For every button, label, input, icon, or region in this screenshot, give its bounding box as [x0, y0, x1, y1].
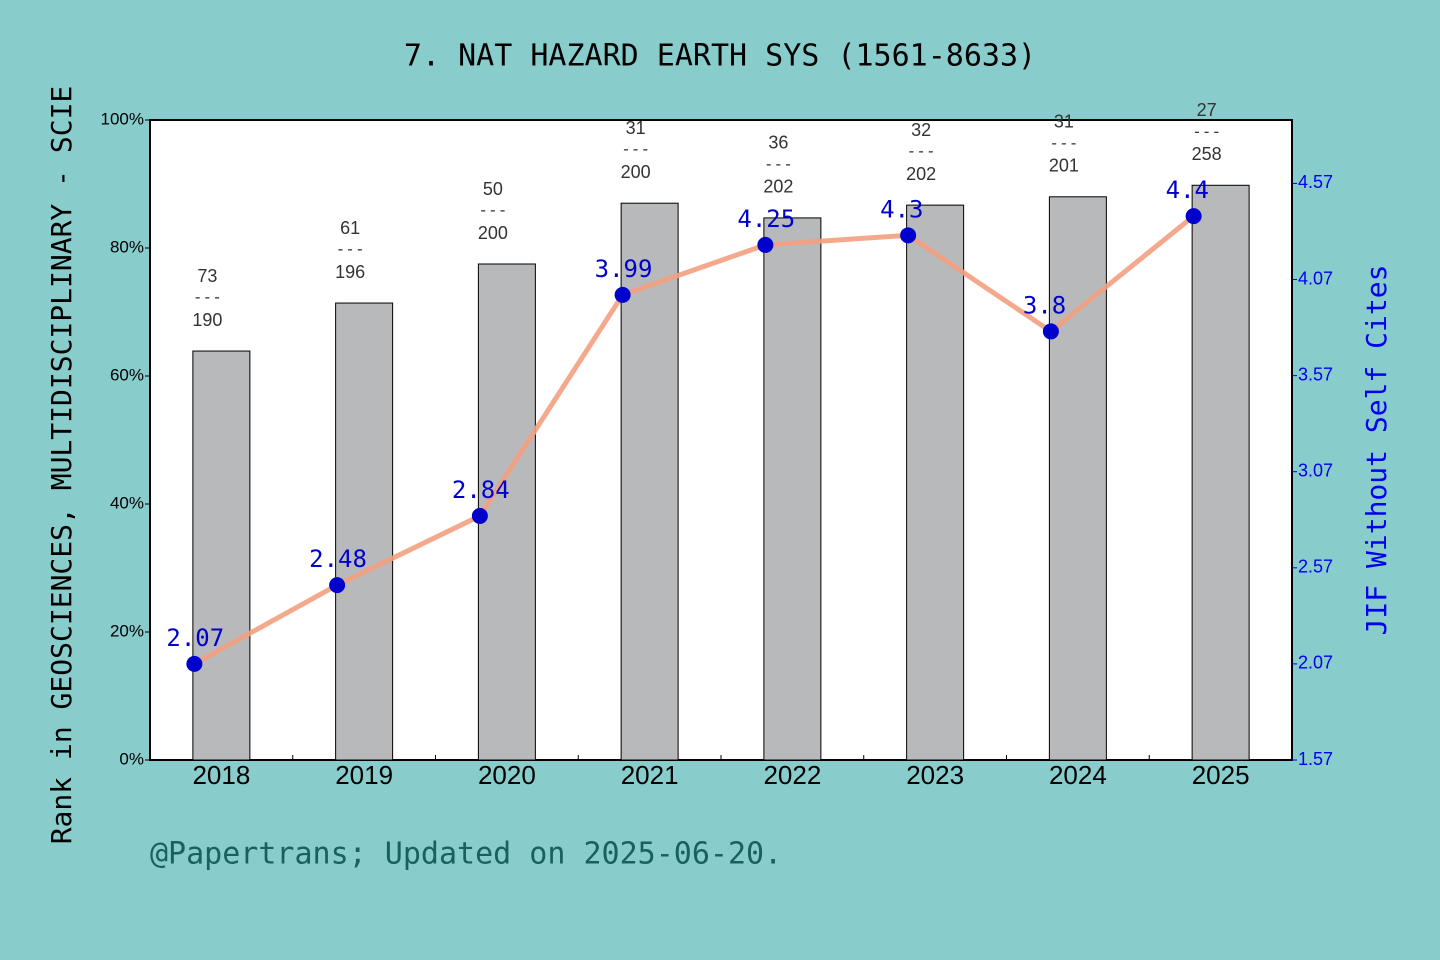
line: [193, 214, 1196, 667]
bar: [335, 302, 394, 761]
y-axis-label: Rank in GEOSCIENCES, MULTIDISCIPLINARY -…: [45, 86, 78, 845]
value-label: 4.25: [737, 205, 795, 233]
rank-label: 61: [340, 218, 360, 238]
line-point: [900, 227, 917, 244]
total-label: 202: [906, 164, 936, 184]
rank-separator: ---: [1049, 133, 1078, 152]
rank-label: 50: [483, 179, 503, 199]
rank-separator: ---: [336, 240, 365, 259]
bar: [192, 350, 251, 761]
y2-tick-label: 1.57: [1298, 749, 1333, 769]
total-label: 202: [763, 177, 793, 197]
x-tick-label: 2024: [1049, 760, 1107, 790]
y-tick-label: 100%: [101, 109, 144, 128]
line-point: [329, 577, 346, 594]
y-tick-label: 0%: [119, 749, 144, 768]
line-point: [471, 507, 488, 524]
rank-separator: ---: [764, 154, 793, 173]
total-label: 200: [478, 223, 508, 243]
bar: [1191, 184, 1250, 761]
bar: [1048, 196, 1107, 761]
rank-label: 31: [626, 118, 646, 138]
value-label: 4.3: [880, 195, 923, 223]
total-label: 201: [1049, 156, 1079, 176]
x-tick-label: 2020: [478, 760, 536, 790]
x-tick-label: 2023: [906, 760, 964, 790]
y2-tick-label: 2.07: [1298, 653, 1333, 673]
value-label: 3.8: [1023, 291, 1066, 319]
y2-tick-label: 4.07: [1298, 268, 1333, 288]
chart-title: 7. NAT HAZARD EARTH SYS (1561-8633): [404, 39, 1036, 74]
rank-label: 73: [197, 266, 217, 286]
line-point: [614, 286, 631, 303]
total-label: 258: [1192, 144, 1222, 164]
line-point: [1042, 323, 1059, 340]
rank-label: 36: [768, 133, 788, 153]
y-tick-label: 80%: [110, 237, 144, 256]
x-tick-label: 2021: [621, 760, 679, 790]
line-point: [186, 655, 203, 672]
bar: [906, 204, 965, 761]
plot-area: [149, 119, 1293, 761]
y2-axis-label: JIF Without Self Cites: [1360, 265, 1393, 636]
rank-separator: ---: [478, 201, 507, 220]
value-label: 2.48: [309, 545, 367, 573]
rank-separator: ---: [193, 288, 222, 307]
y2-tick-label: 2.57: [1298, 557, 1333, 577]
total-label: 190: [192, 310, 222, 330]
rank-label: 32: [911, 120, 931, 140]
rank-separator: ---: [621, 140, 650, 159]
x-tick-label: 2025: [1192, 760, 1250, 790]
x-tick-label: 2022: [763, 760, 821, 790]
footer: @Papertrans; Updated on 2025-06-20.: [150, 837, 782, 872]
y-tick-label: 40%: [110, 493, 144, 512]
line-point: [757, 236, 774, 253]
bar: [620, 202, 679, 761]
value-label: 2.84: [452, 476, 510, 504]
rank-label: 27: [1197, 100, 1217, 120]
bar: [763, 217, 822, 761]
total-label: 196: [335, 262, 365, 282]
y-tick-label: 60%: [110, 365, 144, 384]
x-tick-label: 2018: [192, 760, 250, 790]
rank-label: 31: [1054, 112, 1074, 132]
y-tick-label: 20%: [110, 621, 144, 640]
y2-tick-label: 4.57: [1298, 172, 1333, 192]
rank-separator: ---: [1192, 122, 1221, 141]
value-label: 4.4: [1166, 176, 1209, 204]
y2-tick-label: 3.07: [1298, 460, 1333, 480]
value-label: 2.07: [166, 624, 224, 652]
total-label: 200: [621, 162, 651, 182]
line-point: [1185, 208, 1202, 225]
rank-separator: ---: [907, 142, 936, 161]
x-tick-label: 2019: [335, 760, 393, 790]
y2-tick-label: 3.57: [1298, 364, 1333, 384]
bar: [477, 263, 536, 761]
value-label: 3.99: [595, 255, 653, 283]
